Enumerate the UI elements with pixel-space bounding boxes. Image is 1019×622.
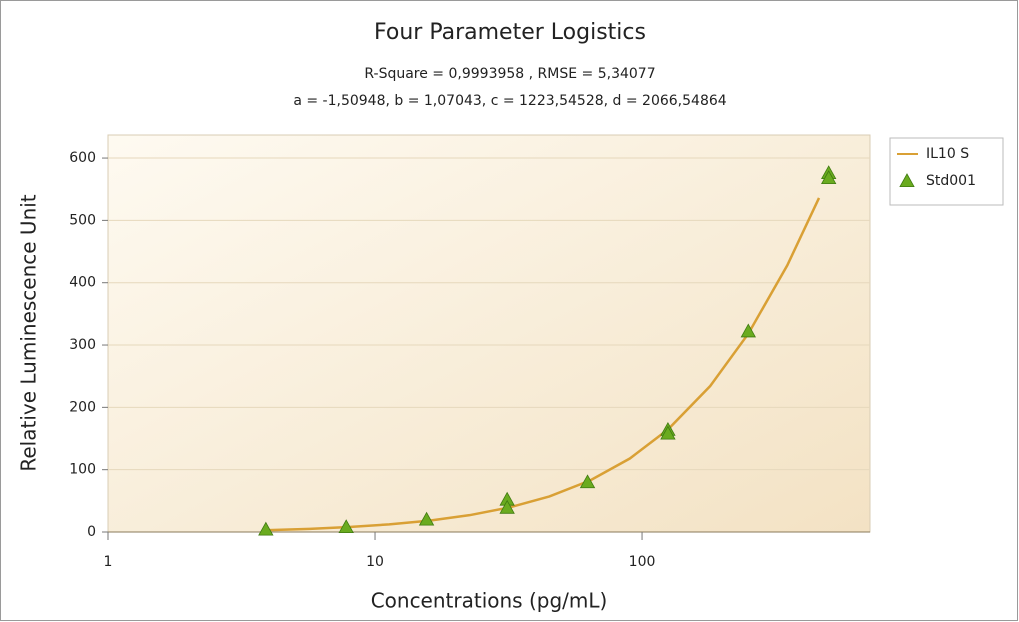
data-point [338,519,354,534]
y-tick-label: 600 [69,150,96,166]
legend-label: Std001 [926,173,976,189]
x-tick-label: 100 [629,554,656,570]
data-point [418,511,435,526]
y-tick-label: 500 [69,212,96,228]
data-point [258,521,274,536]
y-tick-label: 300 [69,337,96,353]
subtitle: R-Square = 0,9993958 , RMSE = 5,34077 [364,66,655,82]
subtitle: a = -1,50948, b = 1,07043, c = 1223,5452… [293,93,726,109]
y-tick-label: 400 [69,275,96,291]
x-axis-label: Concentrations (pg/mL) [371,589,608,613]
y-tick-label: 200 [69,399,96,415]
data-point [579,474,596,489]
data-point [499,499,515,514]
legend-box [889,137,1004,206]
legend-label: IL10 S [926,146,969,162]
legend-swatch [899,173,915,188]
data-point [660,425,676,440]
plot-area [107,134,871,533]
y-tick-label: 100 [69,462,96,478]
x-tick-label: 1 [104,554,113,570]
y-tick-label: 0 [87,524,96,540]
data-point [821,170,837,185]
y-axis-label: Relative Luminescence Unit [17,194,41,471]
data-point [740,323,756,338]
x-tick-label: 10 [366,554,384,570]
curve [268,197,821,532]
chart-title: Four Parameter Logistics [374,20,646,45]
